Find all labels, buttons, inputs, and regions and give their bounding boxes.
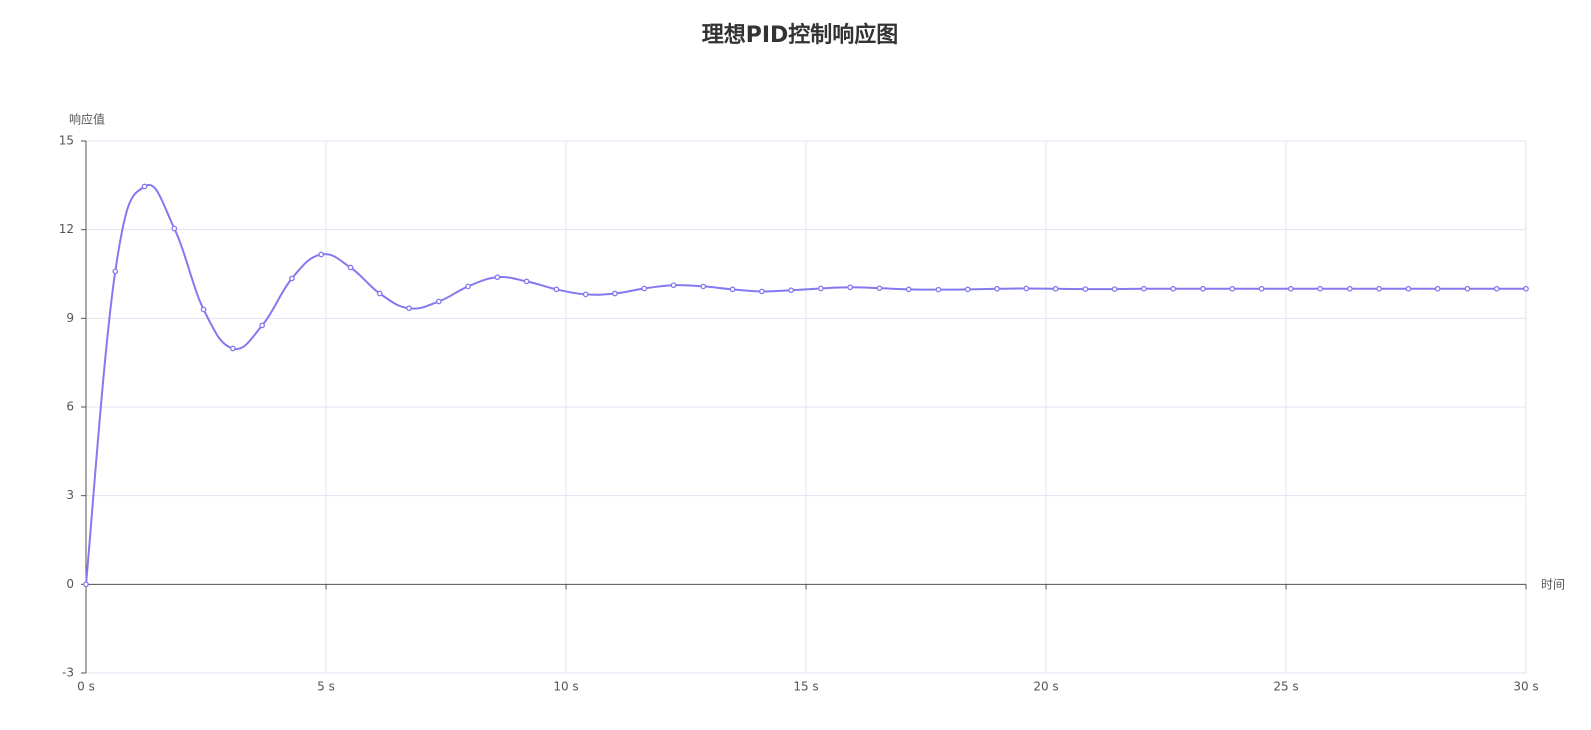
data-point xyxy=(1200,285,1206,292)
data-point xyxy=(1258,285,1265,292)
data-point xyxy=(612,290,618,297)
data-point xyxy=(200,306,207,313)
data-point xyxy=(141,183,148,190)
x-tick-label: 25 s xyxy=(1273,680,1298,694)
data-point xyxy=(1376,285,1382,292)
data-point xyxy=(171,225,178,232)
data-point xyxy=(1523,285,1529,292)
series-line xyxy=(85,183,1526,585)
x-tick-label: 30 s xyxy=(1513,680,1538,694)
y-axis-label: 响应值 xyxy=(69,112,105,127)
data-point xyxy=(935,286,942,293)
data-point xyxy=(112,268,119,275)
data-point xyxy=(1023,285,1030,292)
y-tick-label: 15 xyxy=(59,134,74,148)
data-point xyxy=(1493,285,1500,292)
data-point xyxy=(758,288,765,295)
data-point xyxy=(318,251,325,258)
x-tick-label: 15 s xyxy=(793,680,818,694)
data-point xyxy=(494,274,501,281)
y-tick-label: 9 xyxy=(66,311,74,325)
data-point xyxy=(1082,286,1089,292)
data-point xyxy=(553,286,560,293)
data-point xyxy=(994,285,1000,292)
x-tick-label: 5 s xyxy=(317,680,335,694)
data-point xyxy=(259,322,266,329)
data-point xyxy=(1111,286,1118,292)
data-point xyxy=(905,286,912,293)
data-point xyxy=(1405,285,1412,292)
data-point xyxy=(582,291,589,298)
x-axis-label: 时间 xyxy=(1541,578,1565,592)
data-point xyxy=(847,284,854,291)
x-tick-label: 20 s xyxy=(1033,680,1058,694)
y-tick-label: 3 xyxy=(66,488,74,502)
data-point xyxy=(406,305,412,312)
data-point xyxy=(1317,285,1323,292)
data-point xyxy=(670,282,677,289)
data-point xyxy=(1434,285,1441,292)
data-point xyxy=(230,345,236,352)
data-point xyxy=(818,285,824,292)
data-point xyxy=(1464,285,1471,292)
data-point xyxy=(289,275,295,282)
data-point xyxy=(523,278,530,285)
data-point xyxy=(1229,285,1236,292)
data-point xyxy=(1287,285,1294,292)
data-point xyxy=(964,286,971,293)
data-point xyxy=(1170,285,1177,292)
data-point xyxy=(700,283,707,290)
data-point xyxy=(376,290,383,297)
y-tick-label: -3 xyxy=(62,666,74,680)
y-tick-label: 12 xyxy=(59,222,74,236)
data-point xyxy=(1346,285,1353,292)
data-point xyxy=(435,298,442,305)
data-point xyxy=(876,285,883,292)
data-point xyxy=(788,287,794,294)
x-tick-label: 0 s xyxy=(77,680,95,694)
data-point xyxy=(83,581,89,588)
y-tick-label: 0 xyxy=(66,577,74,591)
data-point xyxy=(641,285,648,292)
y-tick-label: 6 xyxy=(66,400,74,414)
data-point xyxy=(1141,285,1147,292)
data-point xyxy=(465,283,471,290)
x-tick-label: 10 s xyxy=(553,680,578,694)
data-point xyxy=(347,264,354,271)
data-point xyxy=(729,286,736,293)
data-point xyxy=(1052,285,1059,292)
chart-title: 理想PID控制响应图 xyxy=(702,22,899,48)
